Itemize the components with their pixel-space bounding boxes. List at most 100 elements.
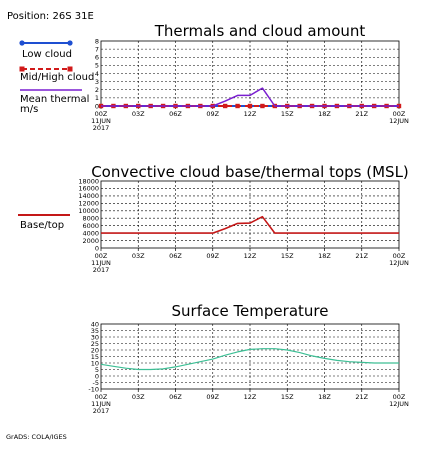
chart-title-thermals: Thermals and cloud amount [154, 22, 366, 40]
chart-cloud-base: 0200040006000800010000120001400016000180… [78, 177, 409, 274]
legend-label-base-top: Base/top [20, 220, 64, 231]
x-tick-label: 12Z [244, 110, 257, 118]
x-tick-label-line: 00Z [95, 110, 108, 118]
x-tick-label-line: 11JUN [91, 259, 111, 267]
legend-mid-high-cloud: Mid/High cloud [19, 66, 94, 83]
x-tick-label-line: 15Z [281, 393, 294, 401]
x-tick-label: 21Z [355, 393, 368, 401]
y-tick-label: 16000 [78, 185, 99, 193]
y-tick-label: 0 [95, 244, 99, 252]
x-tick-label-line: 12Z [244, 110, 257, 118]
y-tick-label: 15 [91, 353, 99, 361]
y-tick-label: 0 [95, 372, 99, 380]
x-tick-label-line: 00Z [393, 393, 406, 401]
y-tick-label: 20 [91, 346, 99, 354]
y-tick-label: 8000 [82, 215, 99, 223]
y-tick-label: 4 [95, 70, 99, 78]
x-tick-label-line: 11JUN [91, 400, 111, 408]
legend-low-cloud: Low cloud [19, 40, 73, 60]
x-tick-label: 06Z [169, 110, 182, 118]
x-tick-label-line: 00Z [95, 252, 108, 260]
x-tick-label: 03Z [132, 110, 145, 118]
x-tick-label: 12Z [244, 393, 257, 401]
legend-label-low-cloud: Low cloud [22, 49, 72, 60]
x-tick-label-line: 2017 [93, 407, 110, 415]
legend-marker-mid-high-end [67, 66, 73, 72]
x-tick-label-line: 06Z [169, 110, 182, 118]
legend-label-line: m/s [20, 104, 38, 115]
x-tick-label: 03Z [132, 252, 145, 260]
x-tick-label: 00Z 11JUN 2017 [91, 110, 111, 132]
y-tick-label: 6 [95, 54, 99, 62]
x-tick-label: 00Z 12JUN [389, 110, 409, 125]
series-line-base-top [101, 215, 399, 234]
x-tick-label-line: 21Z [355, 393, 368, 401]
x-tick-label: 12Z [244, 252, 257, 260]
x-tick-label: 00Z 12JUN [389, 252, 409, 267]
x-tick-label: 15Z [281, 393, 294, 401]
legend-label-line: Mean thermal [20, 94, 89, 105]
x-tick-label-line: 09Z [206, 110, 219, 118]
x-tick-label-line: 11JUN [91, 117, 111, 125]
x-tick-label-line: 15Z [281, 252, 294, 260]
x-tick-label-line: 12JUN [389, 117, 409, 125]
legend-marker-mid-high-start [19, 66, 25, 72]
x-tick-label: 00Z 12JUN [389, 393, 409, 408]
y-tick-label: 5 [95, 366, 99, 374]
series-line-mean-thermal-m-s [101, 87, 399, 107]
y-tick-label: 10000 [78, 207, 99, 215]
y-tick-label: 35 [91, 327, 99, 335]
y-tick-label: 25 [91, 340, 99, 348]
y-tick-label: 2 [95, 86, 99, 94]
data-point [247, 103, 253, 109]
data-point [222, 103, 228, 109]
x-tick-label-line: 18Z [318, 393, 331, 401]
y-tick-label: 10 [91, 359, 99, 367]
x-tick-label-line: 00Z [393, 110, 406, 118]
plot-frame [100, 323, 400, 390]
x-tick-label: 09Z [206, 110, 219, 118]
x-tick-label-line: 2017 [93, 266, 110, 274]
y-tick-label: 30 [91, 333, 99, 341]
x-tick-label: 21Z [355, 252, 368, 260]
chart-title-cloud-base: Convective cloud base/thermal tops (MSL) [91, 163, 409, 181]
x-tick-label: 03Z [132, 393, 145, 401]
x-tick-label: 18Z [318, 110, 331, 118]
position-label: Position: 26S 31E [7, 11, 94, 22]
x-tick-label-line: 2017 [93, 124, 110, 132]
plot-frame [100, 180, 400, 249]
x-tick-label-line: 03Z [132, 252, 145, 260]
legend-mean-thermal: Mean thermal m/s [20, 89, 89, 115]
y-tick-label: -5 [93, 379, 99, 387]
y-tick-label: 1 [95, 94, 99, 102]
x-tick-label: 00Z 11JUN 2017 [91, 252, 111, 274]
legend-label-mid-high-cloud: Mid/High cloud [20, 72, 94, 83]
x-tick-label-line: 12JUN [389, 259, 409, 267]
x-tick-label-line: 21Z [355, 252, 368, 260]
x-tick-label-line: 06Z [169, 252, 182, 260]
legend-base-top: Base/top [18, 214, 70, 231]
x-tick-label-line: 06Z [169, 393, 182, 401]
x-tick-label-line: 15Z [281, 110, 294, 118]
chart-title-temperature: Surface Temperature [172, 302, 329, 320]
legend-marker-low-cloud-start [19, 40, 25, 46]
y-tick-label: 4000 [82, 229, 99, 237]
x-tick-label: 18Z [318, 252, 331, 260]
x-tick-label-line: 21Z [355, 110, 368, 118]
x-tick-label-line: 12JUN [389, 400, 409, 408]
x-tick-label-line: 00Z [95, 393, 108, 401]
x-tick-label: 06Z [169, 393, 182, 401]
legend-marker-low-cloud-end [67, 40, 73, 46]
x-tick-label-line: 03Z [132, 393, 145, 401]
x-tick-label-line: 18Z [318, 110, 331, 118]
y-tick-label: 18000 [78, 177, 99, 185]
y-tick-label: -10 [88, 385, 99, 393]
x-tick-label-line: 09Z [206, 393, 219, 401]
data-point [260, 103, 265, 109]
x-tick-label: 21Z [355, 110, 368, 118]
series-line-series-0 [100, 348, 399, 371]
x-tick-label-line: 12Z [244, 252, 257, 260]
credit-label: GrADS: COLA/IGES [6, 433, 67, 441]
